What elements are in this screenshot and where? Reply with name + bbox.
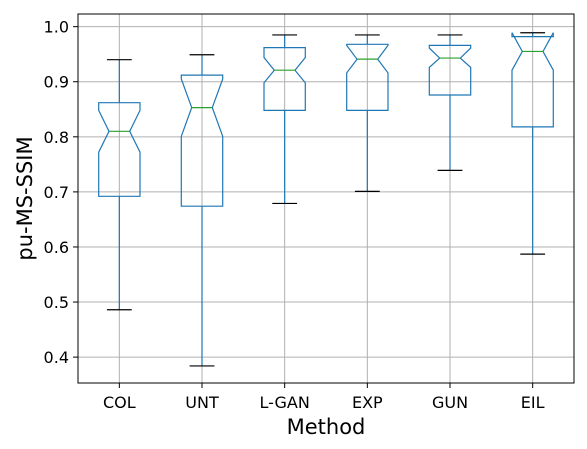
box-col (98, 59, 141, 311)
plot-area (98, 32, 554, 367)
y-axis-label: pu-MS-SSIM (13, 136, 37, 260)
y-tick-label: 0.9 (44, 73, 69, 92)
box-exp (346, 34, 389, 192)
box-gun (428, 34, 472, 172)
box-unt (180, 54, 224, 367)
y-tick-label: 0.5 (44, 293, 69, 312)
notched-box (180, 74, 224, 207)
x-tick-label: UNT (185, 393, 219, 412)
notched-box (346, 43, 389, 112)
x-tick-label: COL (103, 393, 136, 412)
y-tick-label: 0.8 (44, 128, 69, 147)
axes-frame (77, 13, 575, 384)
notched-box (511, 32, 554, 128)
x-tick-label: GUN (432, 393, 468, 412)
notched-box (263, 46, 306, 112)
notched-box (428, 44, 472, 96)
y-tick-label: 0.7 (44, 183, 69, 202)
x-axis-label: Method (287, 415, 366, 439)
x-tick-label: L-GAN (260, 393, 310, 412)
y-tick-label: 0.4 (44, 348, 69, 367)
x-tick-label: EXP (352, 393, 383, 412)
y-tick-label: 1.0 (44, 18, 69, 37)
y-tick-label: 0.6 (44, 238, 69, 257)
x-tick-label: EIL (521, 393, 545, 412)
notched-box (98, 102, 141, 197)
grid (78, 14, 574, 383)
box-l-gan (263, 34, 306, 205)
box-eil (511, 32, 554, 255)
axis-ticks: 0.4 0.5 0.6 0.7 0.8 0.9 1.0 COL UNT L-GAN EXP GUN EI… (44, 18, 545, 412)
